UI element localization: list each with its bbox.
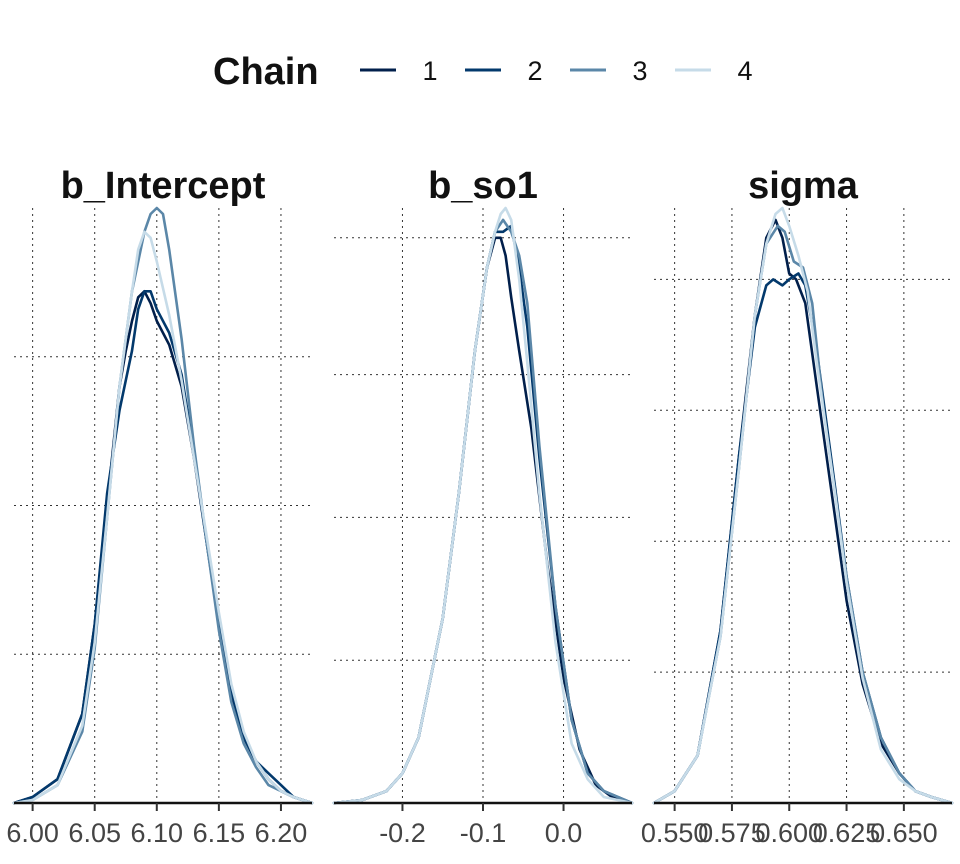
panel-title: b_so1 (428, 165, 538, 207)
density-line-chain-1 (652, 218, 954, 805)
x-tick-label: 6.00 (6, 818, 59, 848)
density-line-chain-4 (332, 206, 634, 805)
density-line-chain-4 (12, 230, 314, 805)
legend-label-4: 4 (737, 56, 752, 86)
legend-label-2: 2 (527, 56, 542, 86)
x-tick-label: 6.20 (255, 818, 308, 848)
legend: Chain 1 2 3 4 (213, 51, 753, 93)
x-tick-label: 0.600 (755, 818, 823, 848)
panel-b-intercept: b_Intercept 6.00 6.05 6.10 6.15 6.20 (6, 165, 314, 848)
legend-label-3: 3 (632, 56, 647, 86)
density-line-chain-3 (332, 218, 634, 805)
x-tick-label: -0.1 (460, 818, 507, 848)
legend-item-4: 4 (675, 56, 753, 86)
legend-item-2: 2 (465, 56, 543, 86)
x-tick-label: 0.650 (870, 818, 938, 848)
legend-title: Chain (213, 51, 319, 93)
x-tick-label: 0.625 (813, 818, 881, 848)
panel-b-so1: b_so1 -0.2 -0.1 0.0 (332, 165, 634, 848)
x-tick-label: 0.0 (545, 818, 583, 848)
x-tick-label: 0.550 (641, 818, 709, 848)
legend-item-3: 3 (570, 56, 648, 86)
panel-title: b_Intercept (61, 165, 266, 207)
density-line-chain-3 (652, 224, 954, 805)
x-tick-label: 6.10 (131, 818, 184, 848)
legend-item-1: 1 (360, 56, 438, 86)
density-line-chain-2 (12, 290, 314, 805)
x-tick-label: 0.575 (698, 818, 766, 848)
density-line-chain-1 (12, 290, 314, 805)
legend-label-1: 1 (422, 56, 437, 86)
x-tick-label: -0.2 (379, 818, 426, 848)
density-line-chain-2 (652, 272, 954, 805)
panel-title: sigma (748, 165, 859, 207)
legend-items: 1 2 3 4 (360, 56, 753, 86)
density-line-chain-4 (652, 206, 954, 805)
x-tick-label: 6.15 (193, 818, 246, 848)
x-tick-label: 6.05 (68, 818, 121, 848)
